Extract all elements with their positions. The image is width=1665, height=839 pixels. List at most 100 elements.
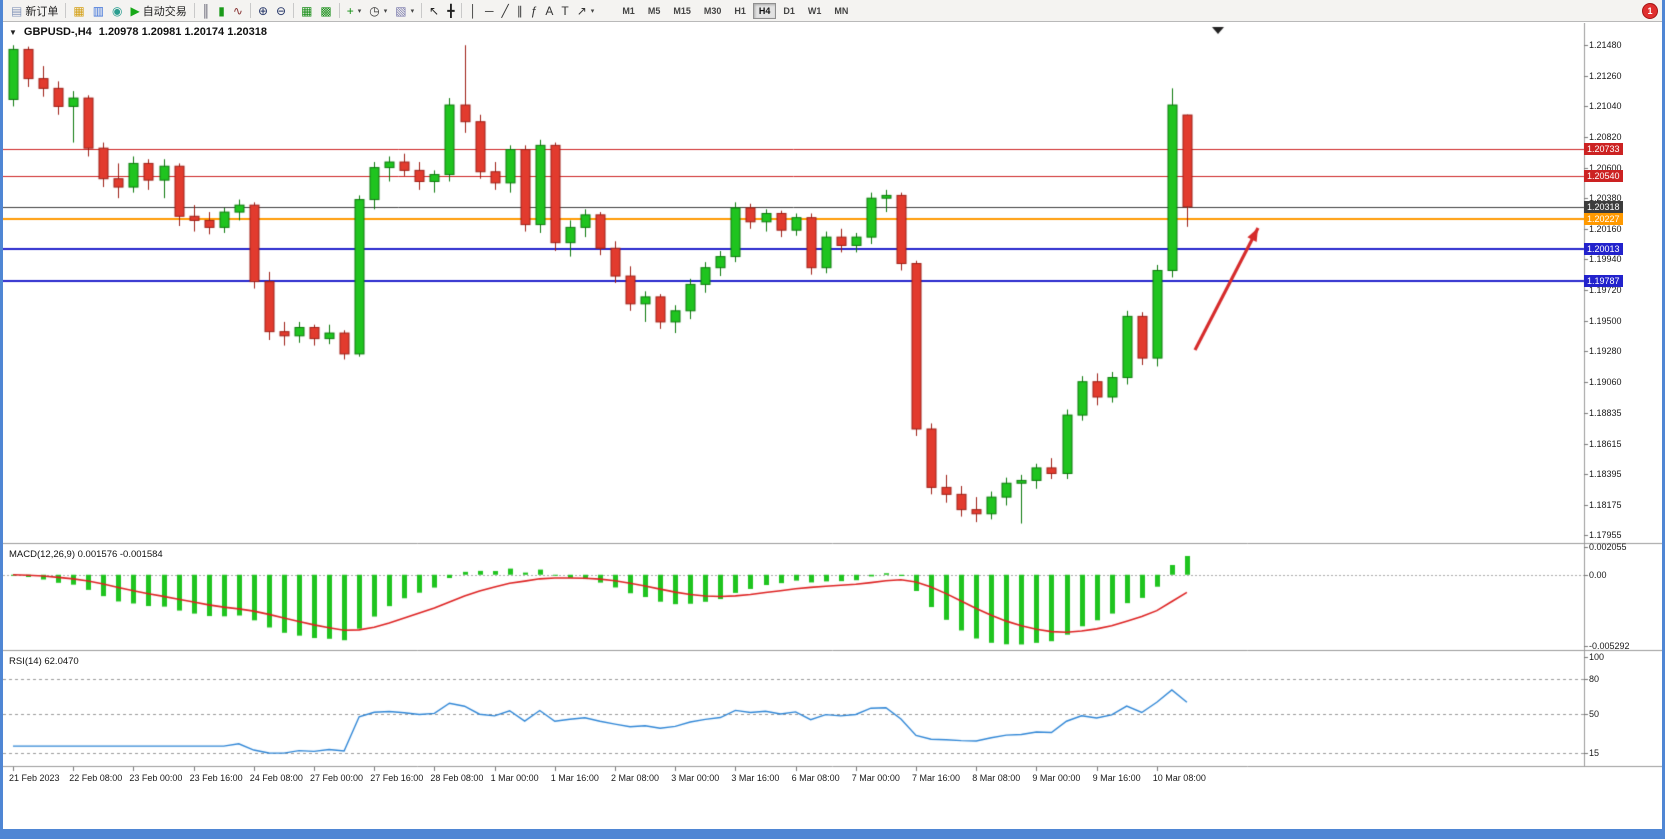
terminal-content: ▤ 新订单 ▦ ▥ ◉ ▶ 自动交易 ║ ▮ ∿ ⊕ ⊖ ▦ ▩ + ▾ ◷ ▾ ▧ ▾ ↖ ╋ │ ─ ╱ ∥ ƒ A T ↗ ▾ M1 M…	[3, 0, 1662, 829]
toolbar-separator	[461, 3, 463, 18]
support-line-tag[interactable]: 1.19787	[1584, 274, 1623, 287]
timeframe-m15[interactable]: M15	[673, 5, 691, 16]
ohlc-values: 1.20978 1.20981 1.20174 1.20318	[98, 26, 267, 38]
channel-button[interactable]: ∥	[513, 4, 527, 18]
horizontal-line-button[interactable]: ─	[481, 4, 498, 18]
resistance-line-tag[interactable]: 1.20733	[1584, 143, 1623, 156]
zoom-in-button[interactable]: ⊕	[254, 4, 272, 18]
rsi-axis-label: 100	[1589, 651, 1605, 662]
add-indicator-icon: +	[346, 3, 354, 18]
text-button[interactable]: A	[541, 4, 557, 18]
key-level-line-tag[interactable]: 1.20227	[1584, 213, 1623, 226]
price-axis-label: 1.19940	[1589, 254, 1622, 265]
price-axis-label: 1.19060	[1589, 376, 1622, 387]
price-axis-label: 1.17955	[1589, 530, 1622, 541]
grid-icon: ▩	[320, 3, 332, 18]
price-axis-label: 1.21480	[1589, 40, 1622, 51]
price-axis-label: 1.18395	[1589, 469, 1622, 480]
resistance-line-tag[interactable]: 1.20540	[1584, 169, 1623, 182]
rsi-axis-label: 50	[1589, 708, 1600, 719]
timeframe-h4[interactable]: H4	[752, 2, 777, 19]
text-label-button[interactable]: T	[557, 4, 572, 18]
template-button[interactable]: ▧ ▾	[391, 4, 418, 18]
price-chart-canvas[interactable]	[3, 23, 1662, 829]
charts-button[interactable]: ▦	[69, 4, 88, 18]
market-watch-button[interactable]: ▥	[89, 4, 108, 18]
timeframe-mn[interactable]: MN	[834, 5, 849, 16]
timeframe-w1[interactable]: W1	[807, 5, 822, 16]
price-axis-label: 1.21260	[1589, 70, 1622, 81]
add-indicator-button[interactable]: + ▾	[343, 4, 366, 18]
time-axis-label: 3 Mar 16:00	[731, 773, 780, 783]
cursor-icon: ↖	[429, 3, 440, 18]
price-axis-label: 1.20160	[1589, 223, 1622, 234]
time-axis-label: 7 Mar 00:00	[851, 773, 900, 783]
time-axis-label: 23 Feb 16:00	[189, 773, 243, 783]
grid-button[interactable]: ▩	[316, 4, 335, 18]
timeframe-h1[interactable]: H1	[734, 5, 746, 16]
new-order-icon: ▤	[11, 3, 23, 18]
cursor-button[interactable]: ↖	[425, 4, 443, 18]
timeframe-m1[interactable]: M1	[622, 5, 635, 16]
chart-header: ▼ GBPUSD-,H4 1.20978 1.20981 1.20174 1.2…	[9, 26, 267, 38]
current-price-line-tag[interactable]: 1.20318	[1584, 200, 1623, 213]
channel-icon: ∥	[516, 3, 523, 18]
toolbar-right: 1	[1642, 2, 1658, 19]
macd-axis-label: 0.002055	[1589, 542, 1627, 553]
toolbar-separator	[193, 3, 195, 18]
time-axis-label: 8 Mar 08:00	[972, 773, 1021, 783]
period-icon: ◷	[369, 3, 380, 18]
fibonacci-button[interactable]: ƒ	[527, 4, 542, 18]
symbol-period-label: GBPUSD-,H4	[23, 26, 92, 38]
arrows-icon: ↗	[576, 3, 587, 18]
price-axis-label: 1.20820	[1589, 132, 1622, 142]
zoom-out-button[interactable]: ⊖	[272, 4, 290, 18]
time-axis-label: 6 Mar 08:00	[791, 773, 840, 783]
bar-chart-button[interactable]: ║	[198, 4, 215, 18]
support-line-tag[interactable]: 1.20013	[1584, 243, 1623, 256]
market-watch-icon: ▥	[92, 3, 105, 18]
line-chart-button[interactable]: ∿	[229, 4, 247, 18]
fibonacci-icon: ƒ	[530, 3, 538, 18]
time-axis-label: 1 Mar 00:00	[490, 773, 539, 783]
crosshair-icon: ╋	[447, 3, 455, 18]
toolbar-separator	[421, 3, 423, 18]
chevron-down-icon: ▾	[357, 7, 362, 15]
notification-badge[interactable]: 1	[1642, 2, 1658, 19]
toolbar-separator	[65, 3, 67, 18]
trendline-icon: ╱	[501, 3, 509, 18]
chevron-down-icon: ▾	[590, 7, 595, 15]
price-axis-label: 1.18835	[1589, 408, 1622, 418]
time-axis-label: 7 Mar 16:00	[912, 773, 961, 783]
timeframe-d1[interactable]: D1	[783, 5, 795, 16]
autotrading-button[interactable]: ▶ 自动交易	[127, 2, 191, 20]
symbol-dropdown-icon[interactable]: ▼	[9, 27, 17, 37]
navigator-button[interactable]: ◉	[108, 4, 126, 18]
tile-windows-button[interactable]: ▦	[297, 4, 316, 18]
arrows-button[interactable]: ↗ ▾	[573, 4, 599, 18]
macd-axis-label: 0.00	[1589, 569, 1607, 580]
vertical-line-icon: │	[469, 3, 477, 18]
trendline-button[interactable]: ╱	[497, 4, 512, 18]
vertical-line-button[interactable]: │	[465, 4, 481, 18]
price-axis-label: 1.20600	[1589, 162, 1622, 173]
rsi-axis-label: 80	[1589, 674, 1600, 685]
price-axis-label: 1.19500	[1589, 315, 1622, 326]
time-axis-label: 9 Mar 16:00	[1092, 773, 1141, 783]
candlestick-chart-button[interactable]: ▮	[214, 4, 229, 18]
time-axis-label: 2 Mar 08:00	[611, 773, 660, 783]
timeframe-m5[interactable]: M5	[647, 5, 661, 16]
timeframe-m30[interactable]: M30	[703, 5, 722, 16]
new-order-label: 新订单	[25, 5, 59, 18]
chart-window: ▼ GBPUSD-,H4 1.20978 1.20981 1.20174 1.2…	[3, 23, 1662, 829]
period-button[interactable]: ◷ ▾	[365, 4, 391, 18]
new-order-button[interactable]: ▤ 新订单	[7, 2, 62, 20]
macd-label: MACD(12,26,9) 0.001576 -0.001584	[9, 549, 163, 560]
toolbar-separator	[249, 3, 251, 18]
candlestick-chart-icon: ▮	[218, 3, 225, 18]
time-axis-label: 9 Mar 00:00	[1032, 773, 1081, 783]
crosshair-button[interactable]: ╋	[443, 4, 458, 18]
time-axis-label: 27 Feb 00:00	[310, 773, 364, 783]
macd-axis-label: -0.005292	[1589, 641, 1630, 652]
text-icon: A	[545, 3, 554, 18]
